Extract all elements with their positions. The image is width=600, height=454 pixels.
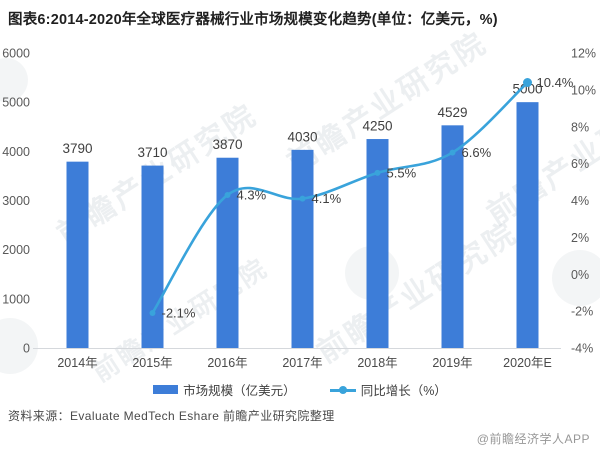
- bar-2017年: [291, 149, 314, 348]
- bar-2016年: [216, 157, 239, 348]
- growth-line: [151, 81, 529, 315]
- bar-2014年: [66, 161, 89, 348]
- right-axis-tick-label: 4%: [571, 194, 589, 208]
- x-axis-label: 2020年E: [503, 356, 552, 370]
- bar-value-label: 5000: [512, 82, 542, 97]
- brand-watermark: @前瞻经济学人APP: [476, 432, 590, 446]
- left-axis-tick-label: 4000: [2, 145, 30, 159]
- chart-legend: 市场规模（亿美元） 同比增长（%）: [0, 380, 600, 399]
- right-axis-tick-label: 12%: [571, 47, 596, 61]
- line-value-label: 4.3%: [237, 187, 267, 202]
- bar-2019年: [441, 125, 464, 349]
- line-value-label: -2.1%: [162, 305, 196, 320]
- chart-title: 图表6:2014-2020年全球医疗器械行业市场规模变化趋势(单位：亿美元，%): [8, 12, 498, 28]
- right-axis-tick-label: 2%: [571, 231, 589, 245]
- right-axis-tick-label: 0%: [571, 268, 589, 282]
- x-axis-label: 2017年: [282, 356, 322, 370]
- bar-value-label: 3870: [212, 137, 242, 152]
- line-marker: [299, 195, 306, 202]
- line-value-label: 10.4%: [537, 75, 574, 90]
- bar-2015年: [141, 165, 164, 348]
- right-axis-tick-label: -2%: [571, 305, 593, 319]
- left-axis-tick-label: 3000: [2, 194, 30, 208]
- bar-value-label: 4250: [362, 119, 392, 134]
- bar-value-label: 3790: [62, 141, 92, 156]
- bar-value-label: 3710: [137, 145, 167, 160]
- line-value-label: 4.1%: [312, 191, 342, 206]
- line-marker: [449, 149, 456, 156]
- legend-item-market-size: 市场规模（亿美元）: [153, 380, 296, 399]
- x-axis-label: 2016年: [207, 356, 247, 370]
- bar-value-label: 4529: [437, 105, 467, 120]
- x-axis-label: 2018年: [357, 356, 397, 370]
- legend-item-yoy-growth: 同比增长（%）: [329, 380, 447, 399]
- right-axis-tick-label: 6%: [571, 157, 589, 171]
- line-marker: [374, 169, 381, 176]
- left-axis-tick-label: 2000: [2, 243, 30, 257]
- bar-series-swatch: [153, 385, 179, 394]
- x-axis-label: 2019年: [432, 356, 472, 370]
- legend-label-market-size: 市场规模（亿美元）: [183, 384, 296, 398]
- right-axis-tick-label: -4%: [571, 342, 593, 356]
- left-axis-tick-label: 1000: [2, 292, 30, 306]
- right-axis-tick-label: 10%: [571, 83, 596, 97]
- right-axis-tick-label: 8%: [571, 120, 589, 134]
- left-axis-tick-label: 6000: [2, 47, 30, 61]
- left-axis-tick-label: 0: [23, 342, 30, 356]
- x-axis-label: 2015年: [132, 356, 172, 370]
- bar-2018年: [366, 139, 389, 348]
- line-swatch-marker: [338, 385, 347, 394]
- line-value-label: 5.5%: [387, 165, 417, 180]
- source-attribution: 资料来源：Evaluate MedTech Eshare 前瞻产业研究院整理: [8, 409, 335, 423]
- x-axis-label: 2014年: [57, 356, 97, 370]
- line-marker: [149, 309, 156, 316]
- line-marker: [224, 191, 231, 198]
- bar-value-label: 4030: [287, 129, 317, 144]
- legend-label-yoy-growth: 同比增长（%）: [360, 384, 447, 398]
- line-marker: [523, 78, 532, 87]
- line-series-swatch: [329, 385, 356, 394]
- left-axis-tick-label: 5000: [2, 96, 30, 110]
- line-value-label: 6.6%: [462, 145, 492, 160]
- bar-2020年E: [516, 102, 539, 349]
